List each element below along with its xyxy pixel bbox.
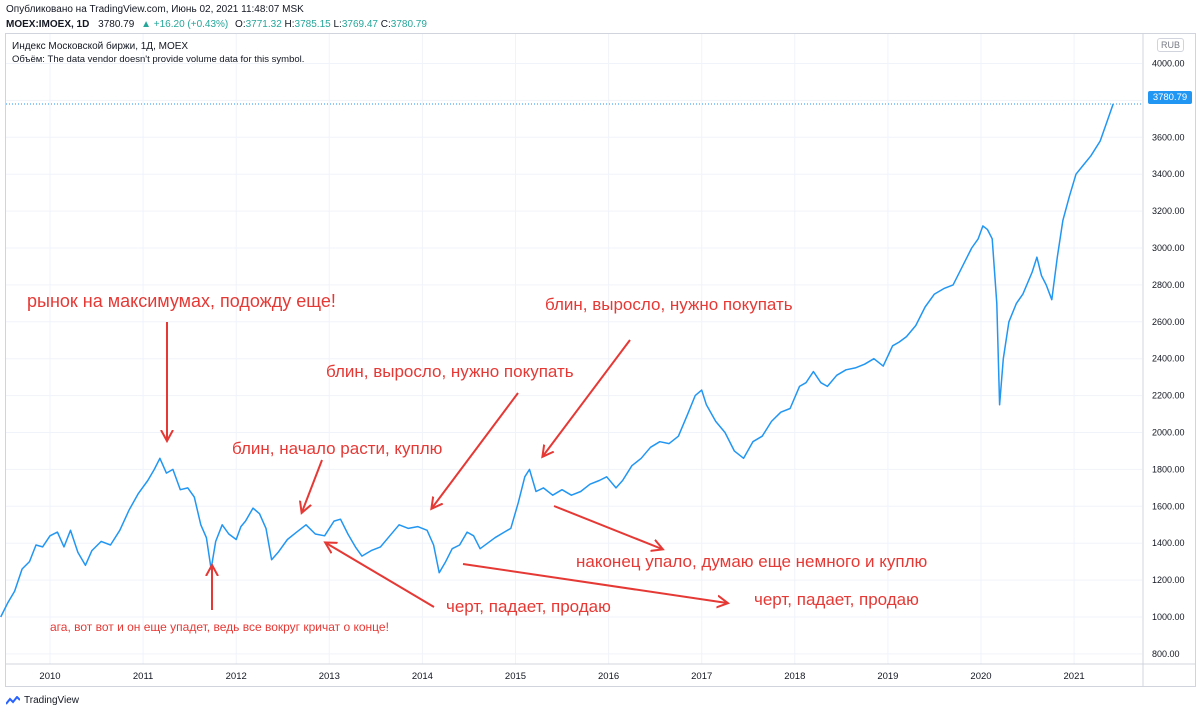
y-tick-label: 2800.00 [1152, 280, 1185, 290]
y-tick-label: 3400.00 [1152, 169, 1185, 179]
brand-name: TradingView [24, 695, 80, 706]
annotation-chert-2: черт, падает, продаю [754, 590, 919, 609]
x-tick-label: 2016 [598, 671, 619, 682]
arrow-vyroslo-2 [543, 339, 631, 456]
y-tick-label: 3200.00 [1152, 206, 1185, 216]
ohlc-header: MOEX:IMOEX, 1D 3780.79 ▲ +16.20 (+0.43%)… [6, 19, 427, 30]
y-tick-label: 1000.00 [1152, 612, 1185, 622]
y-tick-label: 1200.00 [1152, 575, 1185, 585]
x-tick-label: 2018 [784, 671, 805, 682]
open-value: 3771.32 [245, 19, 282, 30]
arrow-nakonec [553, 505, 662, 549]
high-value: 3785.15 [294, 19, 331, 30]
published-caption: Опубликовано на TradingView.com, Июнь 02… [6, 4, 304, 15]
currency-badge[interactable]: RUB [1157, 38, 1185, 52]
chart-legend-title: Индекс Московской биржи, 1Д, MOEX [12, 41, 189, 52]
high-label: H: [284, 19, 295, 30]
x-tick-label: 2019 [877, 671, 898, 682]
x-tick-label: 2012 [226, 671, 247, 682]
y-tick-label: 2000.00 [1152, 428, 1185, 438]
y-tick-label: 2200.00 [1152, 391, 1185, 401]
annotation-chert-1: черт, падает, продаю [446, 597, 611, 616]
x-tick-label: 2020 [970, 671, 991, 682]
annotation-vyroslo-1: блин, выросло, нужно покупать [326, 362, 574, 381]
tradingview-icon [6, 695, 20, 705]
y-tick-label: 2400.00 [1152, 354, 1185, 364]
x-axis: 2010 2011 2012 2013 2014 2015 2016 2017 2018 2019… [5, 663, 1196, 682]
annotation-nakonec: наконец упало, думаю еще немного и куплю [576, 552, 928, 571]
x-tick-label: 2017 [691, 671, 712, 682]
y-tick-label: 3000.00 [1152, 243, 1185, 253]
low-label: L: [333, 19, 342, 30]
arrow-chert-1 [326, 543, 435, 608]
x-tick-label: 2013 [319, 671, 340, 682]
annotation-vyroslo-2: блин, выросло, нужно покупать [545, 295, 793, 314]
last-price: 3780.79 [98, 19, 135, 30]
arrow-nachalo [302, 459, 323, 512]
y-tick-label: 1800.00 [1152, 464, 1185, 474]
last-price-tag: 3780.79 [1148, 91, 1192, 104]
symbol-label[interactable]: MOEX:IMOEX, 1D [6, 19, 90, 30]
open-label: O: [235, 19, 246, 30]
y-tick-label: 2600.00 [1152, 317, 1185, 327]
x-tick-label: 2011 [133, 671, 153, 682]
annotation-nachalo: блин, начало расти, куплю [232, 439, 443, 458]
y-tick-label: 1600.00 [1152, 501, 1185, 511]
grid-layer [6, 34, 1142, 664]
y-axis: 4000.003800.003600.003400.003200.003000.… [1142, 33, 1185, 687]
triangle-up-icon: ▲ [141, 19, 151, 30]
low-value: 3769.47 [341, 19, 378, 30]
arrow-vyroslo-1 [432, 392, 519, 508]
y-tick-label: 4000.00 [1152, 59, 1185, 69]
x-tick-label: 2021 [1064, 671, 1085, 682]
annotation-arrows [167, 322, 727, 610]
price-change: +16.20 (+0.43%) [153, 19, 229, 30]
annotation-rynok: рынок на максимумах, подожду еще! [27, 291, 336, 311]
chart-frame[interactable] [5, 33, 1196, 687]
y-tick-label: 3600.00 [1152, 132, 1185, 142]
annotation-aga: ага, вот вот и он еще упадет, ведь все в… [50, 620, 389, 634]
chart-legend-volume: Объём: The data vendor doesn't provide v… [12, 54, 305, 65]
y-tick-label: 1400.00 [1152, 538, 1185, 548]
series-line[interactable] [0, 103, 1114, 618]
arrow-chert-2 [462, 563, 727, 603]
x-tick-label: 2015 [505, 671, 526, 682]
close-value: 3780.79 [390, 19, 427, 30]
close-label: C: [380, 19, 391, 30]
y-tick-label: 800.00 [1152, 649, 1180, 659]
tradingview-logo[interactable]: TradingView [6, 695, 79, 706]
x-tick-label: 2010 [39, 671, 60, 682]
x-tick-label: 2014 [412, 671, 433, 682]
